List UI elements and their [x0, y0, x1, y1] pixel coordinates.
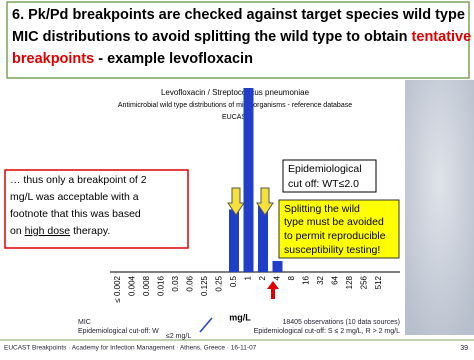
cell-image: [405, 80, 474, 335]
yellow-arrow: [227, 187, 245, 216]
page-number: 39: [460, 345, 468, 352]
callout-text: Splitting the wild: [284, 203, 360, 215]
title-line: MIC distributions to avoid splitting the…: [12, 29, 471, 45]
x-tick-label: 0.016: [157, 275, 166, 296]
callout-text: mg/L was acceptable with a: [10, 191, 139, 203]
chart-subtitle: Antimicrobial wild type distributions of…: [118, 102, 352, 109]
title-highlight: tentative: [412, 29, 472, 45]
bar: [229, 209, 239, 272]
callout-text: to permit reproducible: [284, 230, 386, 242]
bar: [243, 88, 254, 272]
x-tick-label: 512: [374, 275, 383, 289]
x-tick-label: ≤ 0.002: [113, 275, 122, 302]
chart-source: EUCAST: [222, 114, 251, 121]
callout-text: cut off: WT≤2.0: [288, 178, 359, 190]
callout-text: Epidemiological: [288, 163, 362, 175]
pointer-arrow: [199, 317, 213, 333]
callout-text: … thus only a breakpoint of 2: [10, 174, 147, 186]
x-tick-label: 0.008: [142, 275, 151, 296]
x-tick-label: 16: [302, 275, 311, 284]
x-tick-label: 2: [258, 275, 267, 280]
x-axis-label: mg/L: [229, 312, 251, 322]
x-tick-label: 0.004: [128, 275, 137, 296]
callout-text: therapy.: [73, 225, 110, 237]
bar: [272, 260, 283, 272]
footer-text: EUCAST Breakpoints · Academy for Infecti…: [4, 345, 257, 352]
title-highlight: breakpoints: [12, 51, 94, 67]
x-tick-label: 64: [331, 275, 340, 284]
x-tick-label: 0.5: [229, 275, 238, 287]
chart-title: Levofloxacin / Streptococcus pneumoniae: [161, 88, 310, 97]
callout-ecoff: [282, 159, 377, 193]
title-line: 6. Pk/Pd breakpoints are checked against…: [12, 7, 465, 23]
breakpoint-note: Epidemiological cut-off: S ≤ 2 mg/L, R >…: [254, 328, 400, 335]
x-tick-label: 0.03: [171, 275, 180, 291]
title-text: MIC distributions to avoid splitting the…: [12, 29, 408, 45]
title-box: [6, 1, 470, 79]
ecoff-value: ≤2 mg/L: [166, 333, 191, 340]
observations: 18405 observations (10 data sources): [282, 319, 400, 326]
x-tick-label: 8: [287, 275, 296, 280]
bar: [258, 205, 268, 272]
x-tick-label: 1: [244, 275, 253, 280]
callout-text: type must be avoided: [284, 216, 384, 228]
title-text: - example levofloxacin: [98, 51, 253, 67]
x-tick-label: 32: [316, 275, 325, 284]
callout-text: footnote that this was based: [10, 208, 141, 220]
callout-text: on: [10, 225, 22, 237]
callout-emphasis: high dose: [25, 225, 71, 237]
ecoff-label: Epidemiological cut-off: W: [78, 328, 159, 335]
x-tick-label: 0.06: [186, 275, 195, 291]
x-tick-label: 4: [273, 275, 282, 280]
red-arrow: [267, 281, 279, 299]
x-tick-label: 0.25: [215, 275, 224, 291]
x-tick-label: 256: [360, 275, 369, 289]
x-tick-label: 128: [345, 275, 354, 289]
title-line: breakpoints - example levofloxacin: [12, 51, 253, 67]
yellow-arrow: [256, 187, 274, 216]
x-tick-label: 0.125: [200, 275, 209, 296]
callout-text: on high dose therapy.: [10, 225, 110, 237]
mic-label: MIC: [78, 319, 91, 326]
callout-left: [4, 169, 189, 249]
callout-text: susceptibility testing!: [284, 244, 380, 256]
callout-split: [278, 199, 400, 259]
